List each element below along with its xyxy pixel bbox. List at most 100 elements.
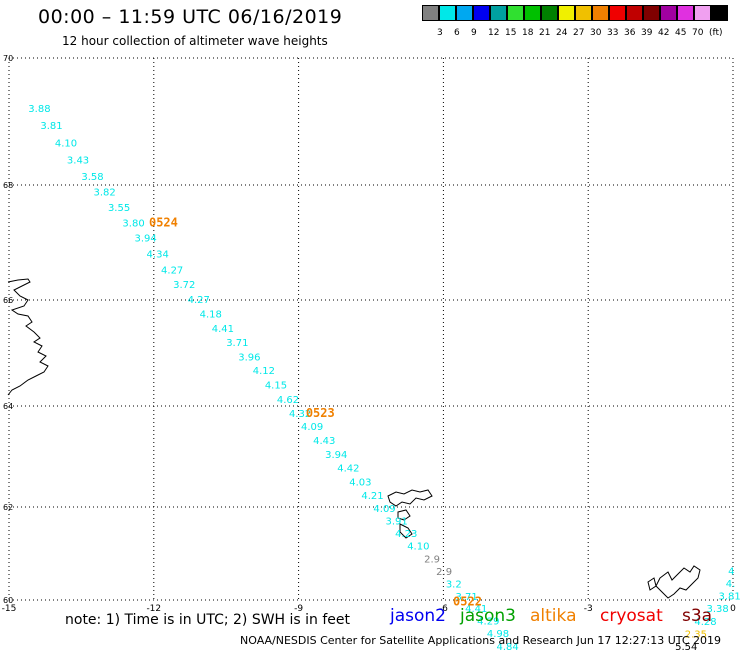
y-tick-label: 66 <box>3 296 13 305</box>
wave-height-point: 4.18 <box>200 309 222 320</box>
legend-swatch <box>609 5 626 21</box>
legend-swatch <box>490 5 507 21</box>
legend-label: 33 <box>607 28 619 38</box>
wave-height-point: 4.21 <box>361 491 383 502</box>
wave-height-point: 3.43 <box>67 155 89 166</box>
axis-tick-labels: -15 -12 -9 -6 -3 0 70 68 66 64 62 60 <box>2 54 736 614</box>
wave-height-point: 2.9 <box>424 554 440 565</box>
map-title: 00:00 – 11:59 UTC 06/16/2019 <box>38 6 343 28</box>
footer-note: note: 1) Time is in UTC; 2) SWH is in fe… <box>65 612 351 628</box>
x-tick-label: 0 <box>730 604 736 614</box>
wave-height-point: 3.71 <box>455 592 477 603</box>
legend-swatch <box>439 5 456 21</box>
legend-label: 24 <box>556 28 568 38</box>
wave-height-point: 5.54 <box>675 642 697 650</box>
faroe-islands <box>387 489 433 539</box>
wave-height-point: 4.09 <box>301 422 323 433</box>
satellite-name: jason2 <box>390 606 446 626</box>
wave-height-point: 2.35 <box>685 630 707 641</box>
wave-height-point: 3.94 <box>134 233 156 244</box>
wave-height-point: 4.12 <box>253 366 275 377</box>
legend-swatch <box>660 5 677 21</box>
wave-height-point: 3.72 <box>173 280 195 291</box>
wave-height-point: 4.28 <box>694 617 716 628</box>
legend-swatch <box>558 5 575 21</box>
shetland-islands <box>647 565 701 599</box>
satellite-name: cryosat <box>600 606 663 626</box>
wave-height-point: 3.38 <box>706 604 728 615</box>
pass-time-label: 0522 <box>453 595 482 609</box>
wave-height-point: 3.94 <box>325 450 347 461</box>
y-tick-label: 68 <box>3 181 13 190</box>
footer-credit: NOAA/NESDIS Center for Satellite Applica… <box>240 634 722 647</box>
legend-swatch <box>507 5 524 21</box>
wave-height-point: 4.10 <box>55 138 77 149</box>
wave-height-point: 3.81 <box>40 121 62 132</box>
legend-label: 39 <box>641 28 653 38</box>
legend-label: 9 <box>471 28 477 38</box>
satellite-name: altika <box>530 606 577 626</box>
legend-swatch <box>677 5 694 21</box>
legend-label: 21 <box>539 28 551 38</box>
legend-label: 36 <box>624 28 636 38</box>
y-tick-label: 64 <box>3 402 13 411</box>
wave-height-point: 4.15 <box>265 381 287 392</box>
legend-swatch <box>473 5 490 21</box>
wave-height-point: 4.10 <box>407 541 429 552</box>
wave-height-point: 4.34 <box>147 249 169 260</box>
y-tick-label: 70 <box>3 54 13 63</box>
wave-height-point: 3.91 <box>385 517 407 528</box>
y-tick-label: 60 <box>3 596 13 605</box>
grid-lines <box>8 57 734 601</box>
legend-label: 70 <box>692 28 704 38</box>
wave-height-point: 4.27 <box>188 295 210 306</box>
legend-swatch <box>592 5 609 21</box>
satellite-name: s3a <box>682 606 713 626</box>
legend-label: 6 <box>454 28 460 38</box>
legend-label: 12 <box>488 28 500 38</box>
wave-height-point: 3.55 <box>108 203 130 214</box>
wave-height-point: 4.23 <box>395 529 417 540</box>
wave-height-point: 4. <box>726 579 736 590</box>
legend-label: 15 <box>505 28 517 38</box>
wave-height-point: 3.88 <box>28 104 50 115</box>
pass-time-label: 0524 <box>149 215 178 229</box>
wave-height-point: 3.71 <box>226 338 248 349</box>
x-tick-label: -12 <box>146 604 161 614</box>
wave-height-point: 4.29 <box>477 617 499 628</box>
legend-swatch <box>541 5 558 21</box>
pass-time-label: 0523 <box>306 406 335 420</box>
legend-swatch <box>524 5 541 21</box>
wave-height-point: 4.41 <box>212 324 234 335</box>
y-tick-label: 62 <box>3 503 13 512</box>
legend-swatch <box>694 5 711 21</box>
legend-unit: (ft) <box>709 28 723 38</box>
wave-height-point: 4.27 <box>161 266 183 277</box>
satellite-name: jason3 <box>460 606 516 626</box>
wave-height-point: 4 <box>728 566 734 577</box>
legend-label: 42 <box>658 28 670 38</box>
wave-height-point: 4.41 <box>465 604 487 615</box>
wave-height-point: 4.62 <box>277 395 299 406</box>
wave-height-point: 2.9 <box>436 567 452 578</box>
legend-swatch <box>626 5 643 21</box>
legend-swatch <box>711 5 728 21</box>
legend-label: 45 <box>675 28 687 38</box>
wave-height-point: 3.58 <box>81 172 103 183</box>
legend-label: 27 <box>573 28 585 38</box>
legend-swatch <box>575 5 592 21</box>
wave-height-point: 3.82 <box>93 187 115 198</box>
legend-swatch <box>456 5 473 21</box>
pass-time-labels: 05240523052205211106 <box>149 215 482 609</box>
coastlines <box>7 278 701 599</box>
wave-height-labels: 3.88 3.81 4.10 3.43 3.58 3.82 3.55 3.80 3.94 4.34… <box>28 104 740 650</box>
legend-label: 18 <box>522 28 534 38</box>
iceland-coast <box>7 278 49 396</box>
wave-height-point: 3.2 <box>446 579 462 590</box>
wave-height-point: 4.32 <box>289 409 311 420</box>
wave-height-point: 3.80 <box>122 218 144 229</box>
legend-swatch <box>422 5 439 21</box>
x-tick-label: -9 <box>294 604 303 614</box>
x-tick-label: -15 <box>2 604 17 614</box>
